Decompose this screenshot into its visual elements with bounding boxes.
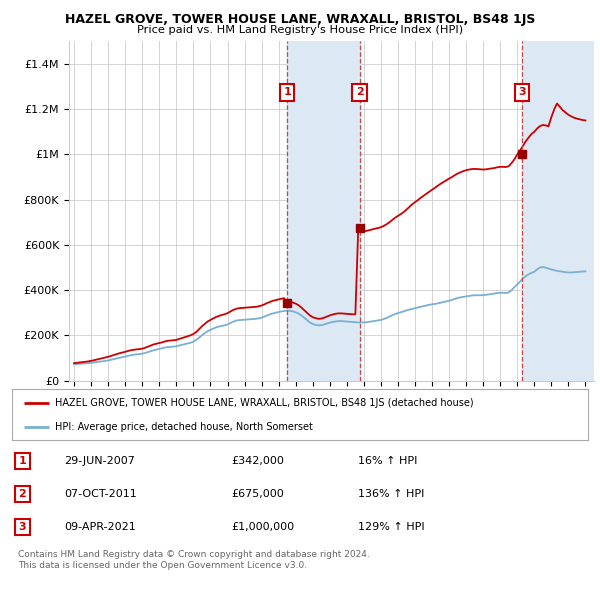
Bar xyxy=(522,41,594,381)
Text: This data is licensed under the Open Government Licence v3.0.: This data is licensed under the Open Gov… xyxy=(18,560,307,569)
Text: 2: 2 xyxy=(356,87,364,97)
Text: HPI: Average price, detached house, North Somerset: HPI: Average price, detached house, Nort… xyxy=(55,422,313,432)
Text: HAZEL GROVE, TOWER HOUSE LANE, WRAXALL, BRISTOL, BS48 1JS (detached house): HAZEL GROVE, TOWER HOUSE LANE, WRAXALL, … xyxy=(55,398,474,408)
Text: 3: 3 xyxy=(518,87,526,97)
Text: Contains HM Land Registry data © Crown copyright and database right 2024.: Contains HM Land Registry data © Crown c… xyxy=(18,550,370,559)
Text: £342,000: £342,000 xyxy=(231,456,284,466)
Text: £675,000: £675,000 xyxy=(231,489,284,499)
Text: 09-APR-2021: 09-APR-2021 xyxy=(64,522,136,532)
Text: 16% ↑ HPI: 16% ↑ HPI xyxy=(358,456,417,466)
Text: Price paid vs. HM Land Registry's House Price Index (HPI): Price paid vs. HM Land Registry's House … xyxy=(137,25,463,35)
Text: £1,000,000: £1,000,000 xyxy=(231,522,294,532)
Text: 2: 2 xyxy=(19,489,26,499)
Text: HAZEL GROVE, TOWER HOUSE LANE, WRAXALL, BRISTOL, BS48 1JS: HAZEL GROVE, TOWER HOUSE LANE, WRAXALL, … xyxy=(65,13,535,26)
Text: 1: 1 xyxy=(283,87,291,97)
Text: 1: 1 xyxy=(19,456,26,466)
Text: 3: 3 xyxy=(19,522,26,532)
Text: 29-JUN-2007: 29-JUN-2007 xyxy=(64,456,135,466)
Bar xyxy=(287,41,359,381)
Text: 136% ↑ HPI: 136% ↑ HPI xyxy=(358,489,424,499)
Text: 07-OCT-2011: 07-OCT-2011 xyxy=(64,489,137,499)
Text: 129% ↑ HPI: 129% ↑ HPI xyxy=(358,522,424,532)
